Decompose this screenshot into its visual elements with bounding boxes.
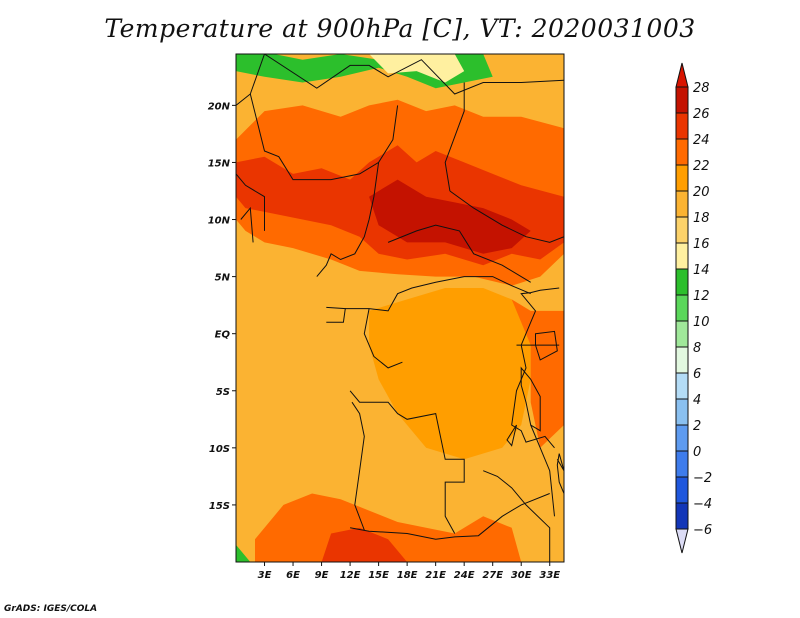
temperature-region-north-mild: [369, 54, 465, 83]
colorbar-label: 20: [693, 185, 710, 200]
colorbar-label: −2: [693, 471, 712, 486]
colorbar-label: −4: [693, 497, 712, 512]
colorbar-swatch: [675, 346, 689, 374]
map-frame: [235, 53, 565, 563]
colorbar-swatch: [675, 424, 689, 452]
lon-tick-label: 3E: [258, 570, 272, 581]
lake-outline: [520, 366, 541, 432]
colorbar-swatch: [675, 502, 689, 530]
lat-tick-label: 5S: [216, 387, 230, 398]
colorbar-swatch: [675, 164, 689, 192]
lat-tick-label: 10N: [208, 216, 231, 227]
map-panel: [235, 53, 565, 563]
country-border: [520, 287, 560, 346]
country-border: [264, 54, 564, 95]
lat-tick-label: 10S: [209, 444, 230, 455]
colorbar-top-arrow: [675, 62, 689, 88]
grads-credit: GrADS: IGES/COLA: [4, 604, 98, 614]
lon-tick-label: 27E: [482, 570, 503, 581]
country-border: [240, 206, 254, 243]
colorbar-swatch: [675, 112, 689, 140]
colorbar-swatch: [675, 398, 689, 426]
country-border: [316, 162, 380, 277]
lon-tick-label: 30E: [511, 570, 532, 581]
country-border: [363, 308, 403, 369]
colorbar-swatch: [675, 476, 689, 504]
lon-tick-label: 33E: [539, 570, 560, 581]
temperature-region-central-warm: [369, 288, 531, 460]
country-border: [387, 224, 531, 283]
lat-tick-label: 15S: [209, 501, 230, 512]
colorbar-label: 6: [693, 367, 701, 382]
colorbar-label: 10: [693, 315, 710, 330]
lake-outline: [506, 424, 517, 447]
colorbar-label: 16: [693, 237, 710, 252]
lat-tick-label: 5N: [215, 273, 231, 284]
lat-tick-label: 15N: [208, 158, 231, 169]
country-border: [449, 190, 564, 243]
lon-tick-label: 15E: [368, 570, 389, 581]
colorbar-swatch: [675, 372, 689, 400]
colorbar-swatch: [675, 86, 689, 114]
country-border: [351, 401, 365, 531]
colorbar-label: 4: [693, 393, 701, 408]
country-border: [326, 306, 346, 323]
country-border: [236, 173, 265, 231]
country-border: [483, 470, 551, 562]
lon-tick-label: 6E: [286, 570, 300, 581]
colorbar-label: 0: [693, 445, 701, 460]
temperature-region-south-core: [321, 527, 408, 562]
colorbar-label: −6: [693, 523, 712, 538]
country-border: [345, 276, 531, 312]
colorbar-swatch: [675, 190, 689, 218]
temperature-region-hot-core: [369, 179, 531, 254]
country-border: [350, 493, 550, 540]
colorbar-label: 8: [693, 341, 701, 356]
colorbar-swatch: [675, 320, 689, 348]
colorbar-label: 28: [693, 81, 710, 96]
country-border: [249, 93, 399, 181]
lat-axis: 20N 15N 10N 5N EQ 5S 10S 15S: [208, 101, 236, 512]
lon-tick-label: 9E: [315, 570, 329, 581]
colorbar-label: 14: [693, 263, 710, 278]
lat-tick-label: EQ: [215, 330, 231, 341]
country-border: [444, 82, 465, 192]
colorbar-label: 2: [693, 419, 701, 434]
colorbar-label: 18: [693, 211, 710, 226]
lake-outline: [556, 453, 564, 494]
lake-outline: [535, 330, 558, 361]
lon-tick-label: 18E: [397, 570, 418, 581]
temperature-region-east-hot: [511, 299, 564, 448]
colorbar-label: 12: [693, 289, 710, 304]
colorbar-swatch: [675, 242, 689, 270]
colorbar-swatch: [675, 138, 689, 166]
lat-tick-label: 20N: [208, 101, 231, 112]
lon-axis: 3E 6E 9E 12E 15E 18E 21E 24E 27E 30E 33E: [258, 562, 560, 581]
map-title: Temperature at 900hPa [C], VT: 202003100…: [104, 14, 696, 43]
country-border: [349, 390, 465, 534]
lon-tick-label: 12E: [340, 570, 361, 581]
colorbar-label: 24: [693, 133, 710, 148]
lon-tick-label: 21E: [425, 570, 446, 581]
temperature-region-south-hot: [255, 493, 522, 562]
colorbar-swatch: [675, 216, 689, 244]
lon-tick-label: 24E: [454, 570, 475, 581]
colorbar-swatch: [675, 294, 689, 322]
colorbar-label: 22: [693, 159, 710, 174]
colorbar-bottom-arrow: [675, 528, 689, 554]
temperature-region-coast-cool: [236, 544, 251, 562]
country-border: [530, 424, 555, 517]
colorbar-swatch: [675, 450, 689, 478]
colorbar-swatch: [675, 268, 689, 296]
colorbar-label: 26: [693, 107, 710, 122]
